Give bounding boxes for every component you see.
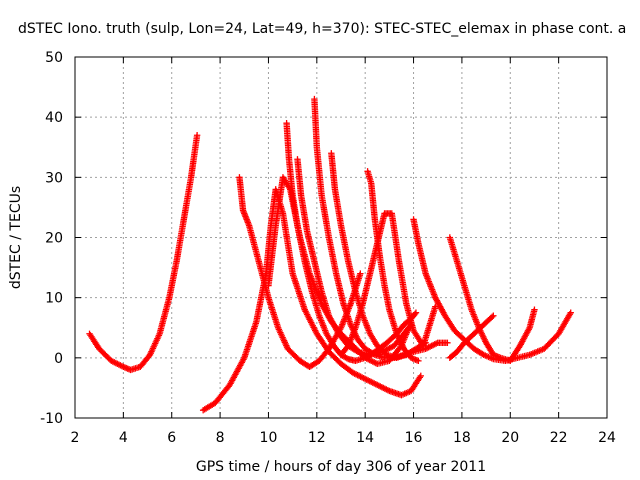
- y-tick-label: 20: [45, 231, 63, 247]
- data-point: [417, 372, 424, 380]
- x-tick-label: 4: [119, 430, 128, 446]
- data-point: [411, 310, 419, 318]
- x-tick-label: 18: [453, 430, 471, 446]
- x-tick-label: 20: [501, 430, 519, 446]
- data-point: [412, 309, 420, 316]
- x-tick-label: 10: [260, 430, 278, 446]
- data-point: [531, 306, 538, 313]
- data-point: [444, 339, 451, 346]
- x-tick-label: 2: [71, 430, 80, 446]
- data-point: [353, 347, 360, 355]
- x-tick-label: 14: [356, 430, 374, 446]
- data-point: [193, 132, 201, 139]
- y-tick-label: 0: [54, 351, 63, 367]
- data-point: [415, 357, 422, 365]
- y-axis-label: dSTEC / TECUs: [8, 186, 24, 289]
- x-tick-label: 6: [167, 430, 176, 446]
- x-axis-ticks: 2 4 6 8 10 12 14 16 18 20 22 24: [71, 57, 616, 446]
- x-tick-label: 8: [216, 430, 225, 446]
- data-point: [567, 309, 574, 316]
- data-point: [370, 350, 377, 358]
- y-tick-label: 30: [45, 170, 63, 186]
- data-point: [357, 270, 364, 277]
- x-tick-label: 16: [405, 430, 423, 446]
- y-axis-ticks: -10 0 10 20 30 40 50: [40, 50, 607, 427]
- x-tick-label: 24: [598, 430, 616, 446]
- data-point: [488, 313, 496, 321]
- y-tick-label: 40: [45, 110, 63, 126]
- y-tick-label: -10: [40, 411, 63, 427]
- x-axis-label: GPS time / hours of day 306 of year 2011: [196, 459, 486, 475]
- data-points: [86, 95, 574, 414]
- y-tick-label: 50: [45, 50, 63, 66]
- chart-title: dSTEC Iono. truth (sulp, Lon=24, Lat=49,…: [18, 21, 626, 37]
- x-tick-label: 12: [308, 430, 326, 446]
- data-point: [343, 354, 351, 362]
- data-point: [490, 312, 497, 319]
- y-tick-label: 10: [45, 291, 63, 307]
- x-tick-label: 22: [550, 430, 568, 446]
